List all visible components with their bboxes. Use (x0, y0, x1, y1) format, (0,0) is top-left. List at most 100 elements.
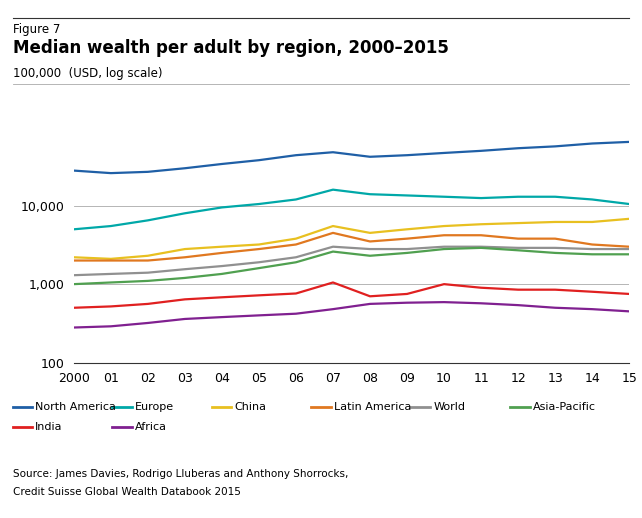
Asia-Pacific (70, 281, 78, 287)
India (551, 286, 559, 293)
Latin America (144, 257, 152, 264)
Africa (440, 299, 448, 305)
Latin America (70, 257, 78, 264)
Line: Latin America: Latin America (74, 233, 629, 261)
China (255, 241, 263, 248)
Africa (292, 311, 300, 317)
Latin America (588, 241, 596, 248)
Latin America (625, 243, 633, 250)
Latin America (218, 250, 226, 256)
Text: Credit Suisse Global Wealth Databook 2015: Credit Suisse Global Wealth Databook 201… (13, 487, 241, 497)
China (292, 236, 300, 242)
North America (625, 139, 633, 145)
World (440, 243, 448, 250)
Asia-Pacific (514, 247, 522, 253)
North America (366, 154, 374, 160)
Asia-Pacific (144, 278, 152, 284)
China (440, 223, 448, 229)
China (144, 253, 152, 259)
Latin America (403, 236, 411, 242)
Europe (366, 191, 374, 197)
Text: North America: North America (35, 401, 116, 412)
Latin America (292, 241, 300, 248)
China (514, 220, 522, 226)
Africa (218, 314, 226, 320)
Latin America (107, 257, 115, 264)
Europe (181, 210, 189, 217)
India (218, 294, 226, 300)
India (440, 281, 448, 287)
Text: 100,000  (USD, log scale): 100,000 (USD, log scale) (13, 67, 162, 80)
North America (329, 149, 337, 155)
China (181, 246, 189, 252)
North America (255, 157, 263, 163)
India (144, 301, 152, 307)
Latin America (440, 232, 448, 238)
Latin America (477, 232, 485, 238)
Text: World: World (433, 401, 465, 412)
World (144, 269, 152, 276)
China (366, 230, 374, 236)
Europe (255, 201, 263, 207)
Europe (218, 204, 226, 210)
North America (292, 152, 300, 159)
North America (403, 152, 411, 159)
Latin America (551, 236, 559, 242)
India (329, 279, 337, 285)
Text: Source: James Davies, Rodrigo Lluberas and Anthony Shorrocks,: Source: James Davies, Rodrigo Lluberas a… (13, 469, 348, 479)
Text: Africa: Africa (135, 422, 167, 433)
Europe (329, 186, 337, 193)
India (366, 293, 374, 299)
India (588, 289, 596, 295)
China (625, 215, 633, 222)
Europe (625, 201, 633, 207)
Text: Figure 7: Figure 7 (13, 23, 60, 36)
Africa (403, 299, 411, 306)
Text: Median wealth per adult by region, 2000–2015: Median wealth per adult by region, 2000–… (13, 39, 449, 57)
Latin America (181, 254, 189, 261)
Africa (551, 305, 559, 311)
North America (440, 150, 448, 156)
China (329, 223, 337, 229)
Latin America (329, 230, 337, 236)
China (107, 256, 115, 262)
World (255, 259, 263, 265)
Africa (366, 301, 374, 307)
Asia-Pacific (181, 275, 189, 281)
Latin America (514, 236, 522, 242)
India (107, 304, 115, 310)
Africa (588, 306, 596, 312)
Line: Asia-Pacific: Asia-Pacific (74, 248, 629, 284)
India (292, 291, 300, 297)
World (625, 246, 633, 252)
China (218, 243, 226, 250)
World (218, 263, 226, 269)
Europe (144, 217, 152, 223)
India (181, 296, 189, 303)
Asia-Pacific (218, 271, 226, 277)
Asia-Pacific (477, 244, 485, 251)
Asia-Pacific (292, 259, 300, 265)
China (551, 219, 559, 225)
India (477, 284, 485, 291)
Africa (514, 302, 522, 308)
Asia-Pacific (366, 253, 374, 259)
China (70, 254, 78, 261)
India (255, 292, 263, 298)
Text: India: India (35, 422, 63, 433)
Asia-Pacific (625, 251, 633, 257)
Africa (477, 300, 485, 307)
China (403, 226, 411, 233)
North America (477, 148, 485, 154)
Europe (477, 195, 485, 201)
Africa (107, 323, 115, 329)
World (107, 271, 115, 277)
Europe (514, 194, 522, 200)
India (403, 291, 411, 297)
Africa (625, 308, 633, 314)
North America (588, 140, 596, 147)
Text: China: China (234, 401, 266, 412)
North America (181, 165, 189, 171)
Europe (440, 194, 448, 200)
Asia-Pacific (440, 246, 448, 252)
